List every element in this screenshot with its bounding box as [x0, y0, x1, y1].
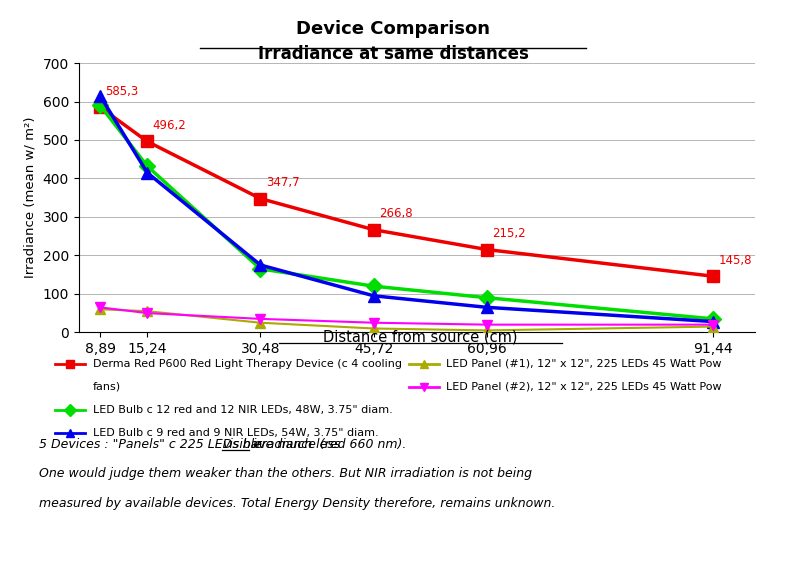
Text: LED Panel (#1), 12" x 12", 225 LEDs 45 Watt Pow: LED Panel (#1), 12" x 12", 225 LEDs 45 W… [446, 359, 722, 369]
Text: Irradiance at same distances: Irradiance at same distances [258, 45, 528, 62]
Text: Distance from source (cm): Distance from source (cm) [323, 329, 518, 344]
Text: 145,8: 145,8 [719, 254, 752, 267]
Text: 347,7: 347,7 [266, 176, 299, 189]
Text: visible: visible [222, 438, 263, 450]
Text: 266,8: 266,8 [379, 207, 413, 220]
Text: LED Panel (#2), 12" x 12", 225 LEDs 45 Watt Pow: LED Panel (#2), 12" x 12", 225 LEDs 45 W… [446, 382, 722, 392]
Text: fans): fans) [93, 382, 121, 392]
Text: irradiance (red 660 nm).: irradiance (red 660 nm). [249, 438, 407, 450]
Text: measured by available devices. Total Energy Density therefore, remains unknown.: measured by available devices. Total Ene… [39, 497, 556, 510]
Y-axis label: Irradiance (mean w/ m²): Irradiance (mean w/ m²) [24, 117, 37, 278]
Text: 5 Devices : "Panels" c 225 LEDs have much less: 5 Devices : "Panels" c 225 LEDs have muc… [39, 438, 345, 450]
Text: 215,2: 215,2 [492, 227, 526, 240]
Text: LED Bulb c 12 red and 12 NIR LEDs, 48W, 3.75" diam.: LED Bulb c 12 red and 12 NIR LEDs, 48W, … [93, 405, 392, 415]
Text: 496,2: 496,2 [152, 119, 186, 132]
Text: Derma Red P600 Red Light Therapy Device (c 4 cooling: Derma Red P600 Red Light Therapy Device … [93, 359, 402, 369]
Text: One would judge them weaker than the others. But NIR irradiation is not being: One would judge them weaker than the oth… [39, 468, 532, 480]
Text: 585,3: 585,3 [105, 85, 139, 97]
Text: Device Comparison: Device Comparison [296, 20, 490, 38]
Text: LED Bulb c 9 red and 9 NIR LEDs, 54W, 3.75" diam.: LED Bulb c 9 red and 9 NIR LEDs, 54W, 3.… [93, 427, 378, 438]
